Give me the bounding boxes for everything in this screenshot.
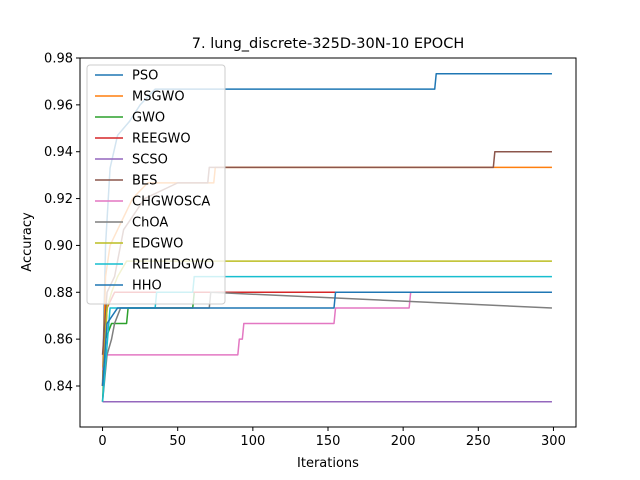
legend-label: MSGWO — [132, 90, 185, 105]
axes-frame — [79, 57, 577, 428]
x-tick-label: 300 — [541, 434, 566, 449]
legend-label: REINEDGWO — [132, 258, 214, 273]
legend: PSO MSGWO GWO REEGWO SCSO BES CHGWOSCA ChOA EDGW… — [86, 64, 226, 305]
x-tick-label: 150 — [316, 434, 341, 449]
legend-label: REEGWO — [132, 132, 191, 147]
chart-title: 7. lung_discrete-325D-30N-10 EPOCH — [192, 36, 464, 52]
legend-label: EDGWO — [132, 237, 183, 252]
x-axis-label: Iterations — [297, 456, 359, 471]
y-tick-label: 0.84 — [44, 380, 73, 395]
series-line-chgwosca — [101, 291, 552, 371]
y-axis-label: Accuracy — [20, 212, 35, 272]
x-axis-ticks: 0 50 100 150 200 250 300 — [98, 427, 566, 449]
legend-label: ChOA — [132, 216, 168, 231]
x-tick-label: 0 — [98, 434, 106, 449]
y-tick-label: 0.90 — [44, 239, 73, 254]
y-tick-label: 0.96 — [44, 98, 73, 113]
x-tick-label: 250 — [466, 434, 491, 449]
legend-label: GWO — [132, 111, 165, 126]
legend-label: HHO — [132, 279, 162, 294]
y-axis-ticks: 0.84 0.86 0.88 0.90 0.92 0.94 0.96 0.98 — [44, 52, 80, 395]
legend-box — [86, 64, 226, 305]
y-tick-label: 0.98 — [44, 52, 73, 67]
y-tick-label: 0.92 — [44, 192, 73, 207]
y-tick-label: 0.88 — [44, 286, 73, 301]
legend-label: PSO — [132, 69, 158, 84]
y-tick-label: 0.94 — [44, 145, 73, 160]
legend-label: SCSO — [132, 153, 168, 168]
x-tick-label: 100 — [240, 434, 265, 449]
legend-label: CHGWOSCA — [132, 195, 210, 210]
x-tick-label: 200 — [391, 434, 416, 449]
legend-label: BES — [132, 174, 157, 189]
x-tick-label: 50 — [169, 434, 186, 449]
y-tick-label: 0.86 — [44, 333, 73, 348]
series-line-hho — [101, 291, 552, 387]
